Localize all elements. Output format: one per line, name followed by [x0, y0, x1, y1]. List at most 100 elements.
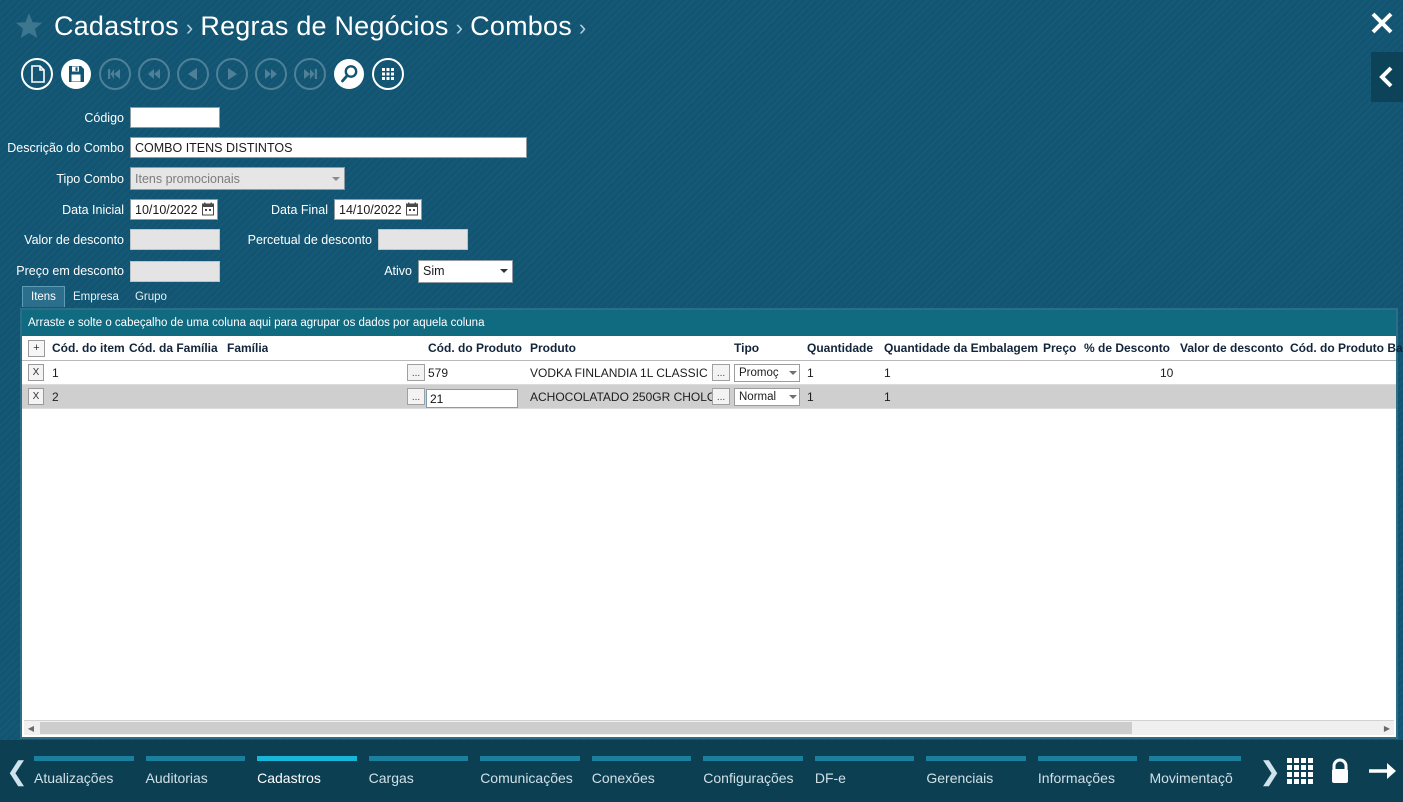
next-record-button[interactable]: [213, 55, 251, 93]
breadcrumb-item-combos[interactable]: Combos: [470, 10, 572, 41]
floppy-disk-icon: [61, 59, 91, 89]
nav-item-df-e[interactable]: DF-e: [814, 756, 915, 786]
nav-item-conexoes[interactable]: Conexões: [591, 756, 692, 786]
column-header-preco[interactable]: Preço: [1043, 341, 1077, 355]
grid-view-button[interactable]: [369, 55, 407, 93]
group-by-drop-area[interactable]: Arraste e solte o cabeçalho de uma colun…: [22, 310, 1396, 336]
cell-qtd-embalagem[interactable]: 1: [884, 365, 891, 380]
cell-cod-do-produto[interactable]: 579: [428, 365, 449, 380]
ellipsis-icon: ...: [712, 388, 730, 405]
nav-item-gerenciais[interactable]: Gerenciais: [926, 756, 1026, 786]
ativo-select[interactable]: Sim: [418, 259, 513, 283]
cell-quantidade[interactable]: 1: [807, 389, 814, 404]
close-window-button[interactable]: [1365, 6, 1399, 40]
table-row[interactable]: X 2 ... 21 ACHOCOLATADO 250GR CHOLOL/ ..…: [22, 385, 1396, 409]
form-row-descontos: Valor de desconto Percetual de desconto: [0, 226, 560, 253]
tipo-combo-select[interactable]: Itens promocionais: [130, 167, 345, 190]
scroll-right-arrow-icon[interactable]: ▶: [1383, 723, 1391, 733]
nav-item-atualizacoes[interactable]: Atualizações: [34, 756, 134, 786]
last-record-button[interactable]: [291, 55, 329, 93]
apps-grid-icon[interactable]: [1287, 758, 1313, 784]
table-row[interactable]: X 1 ... 579 VODKA FINLANDIA 1L CLASSIC .…: [22, 361, 1396, 385]
cell-tipo[interactable]: Normal: [734, 385, 800, 408]
nav-item-auditorias[interactable]: Auditorias: [145, 756, 246, 786]
search-button[interactable]: [330, 55, 368, 93]
tab-grupo[interactable]: Grupo: [134, 291, 167, 303]
cell-produto[interactable]: ACHOCOLATADO 250GR CHOLOL/: [530, 389, 727, 404]
nav-label: Cadastros: [257, 770, 321, 786]
nav-label: Movimentaçõ: [1149, 770, 1233, 786]
familia-lookup-button[interactable]: ...: [407, 385, 425, 408]
nav-item-comunicacoes[interactable]: Comunicações: [480, 756, 580, 786]
nav-label: Conexões: [591, 770, 655, 786]
data-inicial-input[interactable]: [130, 199, 218, 220]
nav-item-movimentacoes[interactable]: Movimentaçõ: [1149, 756, 1242, 786]
breadcrumb-bar: Cadastros › Regras de Negócios › Combos …: [0, 0, 1403, 52]
new-record-button[interactable]: [18, 55, 56, 93]
lock-icon[interactable]: [1327, 756, 1353, 786]
previous-record-button[interactable]: [174, 55, 212, 93]
column-header-cod-do-produto-base[interactable]: Cód. do Produto Ba: [1290, 341, 1403, 355]
logout-arrow-icon[interactable]: [1367, 758, 1397, 784]
tipo-select[interactable]: Normal: [734, 387, 800, 406]
fast-forward-icon: [255, 58, 287, 90]
tab-itens[interactable]: Itens: [22, 286, 65, 307]
delete-row-icon: X: [28, 388, 44, 405]
cell-pct-desconto[interactable]: 10: [1160, 365, 1174, 380]
column-header-valor-de-desconto[interactable]: Valor de desconto: [1180, 341, 1284, 355]
breadcrumb: Cadastros › Regras de Negócios › Combos …: [54, 11, 593, 42]
next-page-button[interactable]: [252, 55, 290, 93]
percentual-desconto-input[interactable]: [378, 229, 468, 250]
nav-item-informacoes[interactable]: Informações: [1037, 756, 1138, 786]
side-panel-toggle-button[interactable]: [1371, 52, 1403, 102]
cell-cod-do-item[interactable]: 2: [52, 389, 59, 404]
cell-produto[interactable]: VODKA FINLANDIA 1L CLASSIC: [530, 365, 708, 380]
row-delete-button[interactable]: X: [28, 385, 44, 408]
row-delete-button[interactable]: X: [28, 361, 44, 384]
nav-item-cadastros[interactable]: Cadastros: [257, 756, 357, 786]
grid-horizontal-scrollbar[interactable]: ◀ ▶: [24, 720, 1394, 735]
save-button[interactable]: [57, 55, 95, 93]
cod-produto-input[interactable]: 21: [426, 389, 518, 408]
nav-item-cargas[interactable]: Cargas: [368, 756, 469, 786]
preco-em-desconto-label: Preço em desconto: [16, 264, 124, 278]
cell-quantidade[interactable]: 1: [807, 365, 814, 380]
scrollbar-thumb[interactable]: [40, 722, 1132, 734]
form-row-codigo: Código: [0, 104, 560, 131]
first-record-button[interactable]: [96, 55, 134, 93]
descricao-label: Descrição do Combo: [7, 140, 124, 155]
cell-qtd-embalagem[interactable]: 1: [884, 389, 891, 404]
breadcrumb-item-regras-de-negocios[interactable]: Regras de Negócios: [200, 10, 449, 41]
nav-scroll-right-button[interactable]: ❯: [1259, 755, 1281, 786]
descricao-input[interactable]: [130, 137, 527, 158]
nav-item-configuracoes[interactable]: Configurações: [703, 756, 803, 786]
column-header-tipo[interactable]: Tipo: [734, 341, 760, 355]
previous-page-button[interactable]: [135, 55, 173, 93]
tipo-select[interactable]: Promoç: [734, 363, 800, 382]
preco-em-desconto-input[interactable]: [130, 260, 220, 282]
column-header-quantidade-embalagem[interactable]: Quantidade da Embalagem: [884, 341, 1039, 355]
column-header-familia[interactable]: Família: [227, 341, 269, 355]
cell-cod-do-produto-editor[interactable]: 21: [426, 387, 518, 410]
tab-empresa[interactable]: Empresa: [72, 291, 119, 303]
cell-tipo[interactable]: Promoç: [734, 361, 800, 384]
column-header-cod-do-item[interactable]: Cód. do item: [52, 341, 125, 355]
column-header-quantidade[interactable]: Quantidade: [807, 341, 874, 355]
familia-lookup-button[interactable]: ...: [407, 361, 425, 384]
produto-lookup-button[interactable]: ...: [712, 385, 730, 408]
nav-scroll-left-button[interactable]: ❮: [6, 755, 28, 786]
cell-cod-do-item[interactable]: 1: [52, 365, 59, 380]
nav-accent-bar: [591, 756, 692, 761]
data-final-input[interactable]: [334, 199, 422, 220]
codigo-input[interactable]: [130, 107, 220, 128]
column-header-produto[interactable]: Produto: [530, 341, 576, 355]
column-header-cod-da-familia[interactable]: Cód. da Família: [129, 341, 218, 355]
valor-desconto-input[interactable]: [130, 229, 220, 250]
breadcrumb-item-cadastros[interactable]: Cadastros: [54, 10, 179, 41]
column-header-pct-desconto[interactable]: % de Desconto: [1084, 341, 1171, 355]
column-header-cod-do-produto[interactable]: Cód. do Produto: [428, 341, 522, 355]
expand-all-button[interactable]: +: [28, 339, 45, 357]
scroll-left-arrow-icon[interactable]: ◀: [27, 723, 35, 733]
produto-lookup-button[interactable]: ...: [712, 361, 730, 384]
favorite-star-icon[interactable]: [14, 11, 44, 41]
